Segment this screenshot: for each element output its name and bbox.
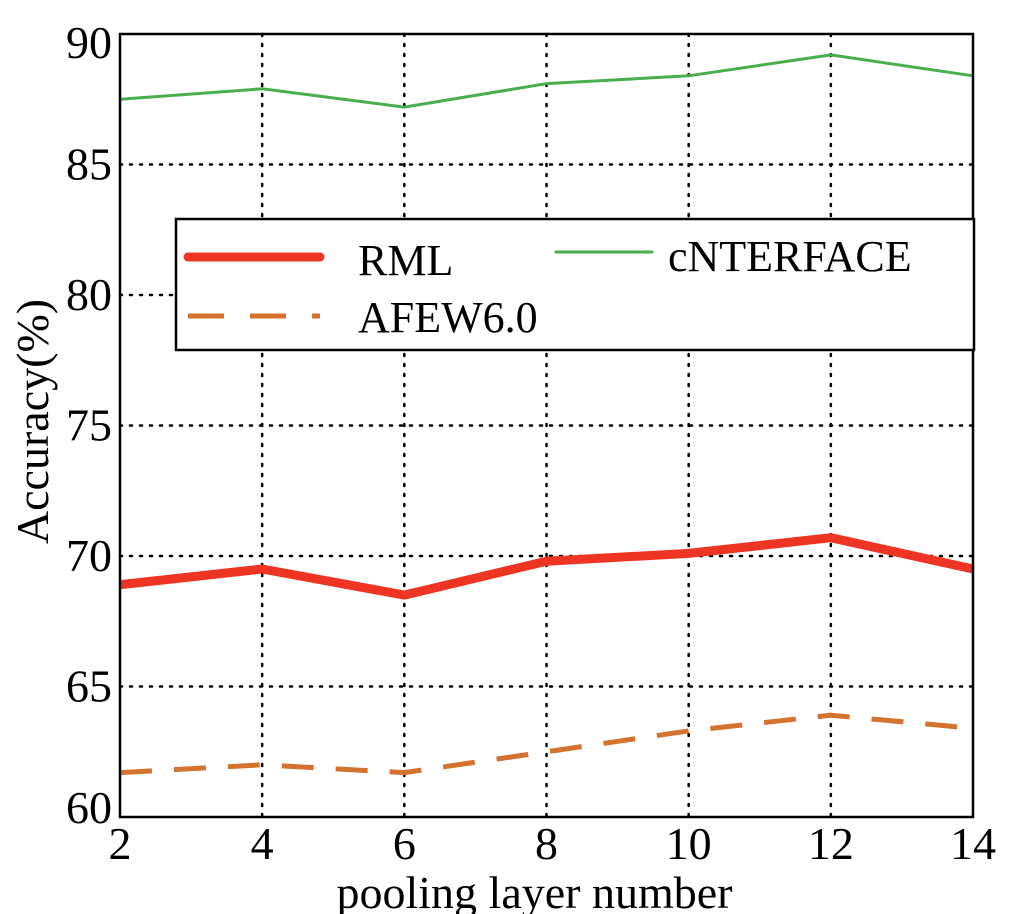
y-tick-label: 75 bbox=[66, 400, 112, 451]
legend-label-cnterface: cNTERFACE bbox=[668, 232, 912, 281]
x-tick-label: 14 bbox=[950, 818, 996, 869]
axis-ticks: 2 4 6 8 10 12 14 60 65 70 75 80 85 90 bbox=[66, 17, 996, 869]
series-lines bbox=[119, 53, 974, 776]
x-tick-label: 4 bbox=[251, 818, 274, 869]
y-tick-label: 70 bbox=[66, 530, 112, 581]
series-line-afew6-0 bbox=[119, 712, 974, 776]
y-tick-label: 85 bbox=[66, 139, 112, 190]
y-tick-label: 65 bbox=[66, 661, 112, 712]
series-line-rml bbox=[119, 533, 974, 600]
x-tick-label: 10 bbox=[666, 818, 712, 869]
x-tick-label: 8 bbox=[535, 818, 558, 869]
x-tick-label: 12 bbox=[808, 818, 854, 869]
legend-label-afew6-0: AFEW6.0 bbox=[358, 293, 538, 342]
plot-frame bbox=[118, 32, 975, 819]
legend-label-rml: RML bbox=[358, 236, 453, 285]
legend: RML cNTERFACE AFEW6.0 bbox=[174, 217, 976, 352]
x-tick-label: 2 bbox=[109, 818, 132, 869]
series-line-cnterface bbox=[119, 53, 974, 109]
y-tick-label: 60 bbox=[66, 782, 112, 833]
y-tick-label: 80 bbox=[66, 269, 112, 320]
y-axis-label: Accuracy(%) bbox=[7, 299, 58, 544]
y-tick-label: 90 bbox=[66, 17, 112, 68]
legend-box bbox=[174, 217, 976, 352]
grid-lines bbox=[118, 32, 975, 819]
x-tick-label: 6 bbox=[393, 818, 416, 869]
x-axis-label: pooling layer number bbox=[336, 867, 732, 914]
